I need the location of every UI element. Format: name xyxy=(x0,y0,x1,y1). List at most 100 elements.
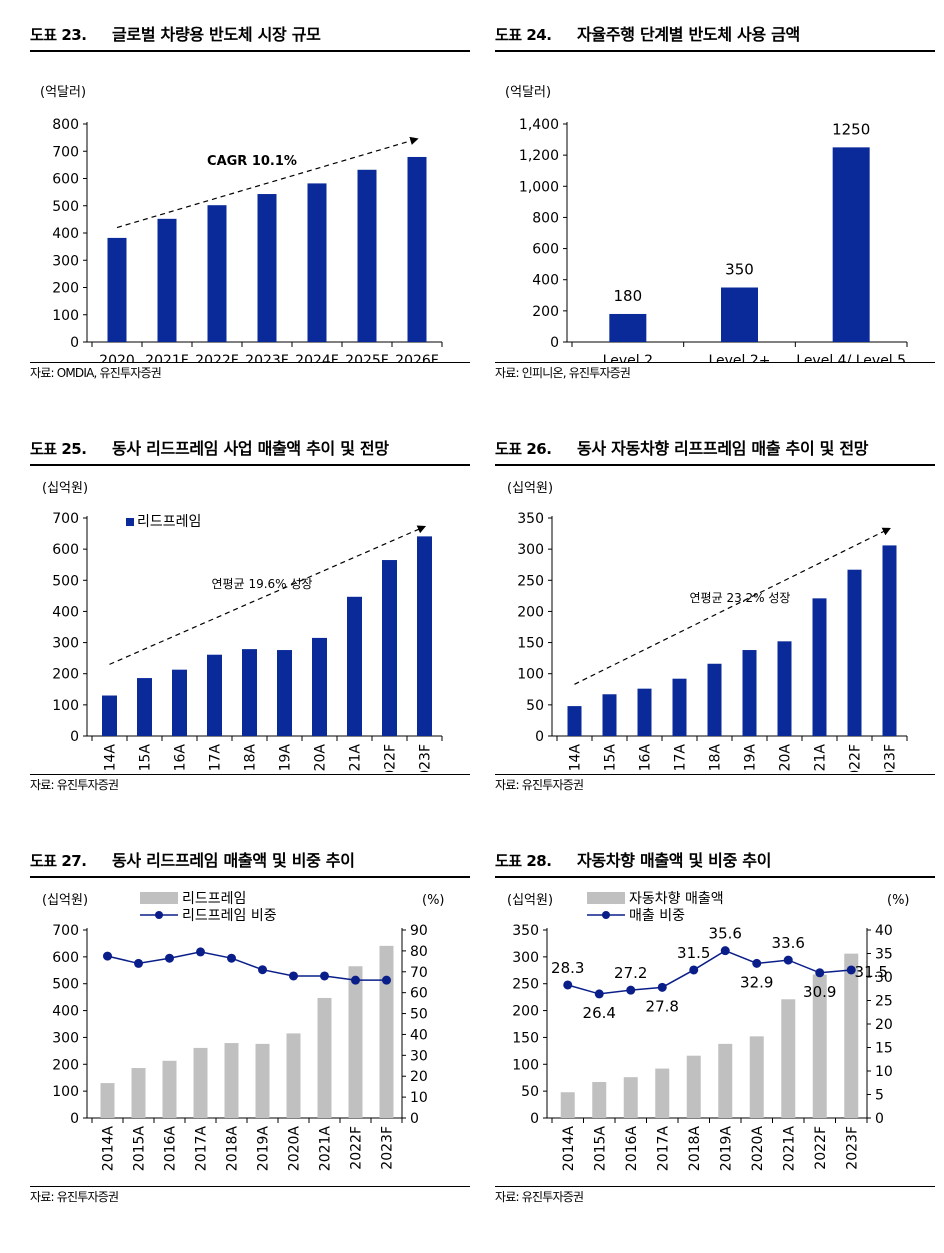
y-tick-label: 350 xyxy=(517,511,544,527)
bar xyxy=(317,997,332,1118)
share-point xyxy=(563,980,573,990)
share-point xyxy=(720,946,730,956)
x-tick-label: 2022F xyxy=(383,744,399,772)
bar xyxy=(637,688,652,736)
share-point xyxy=(134,958,143,968)
y-tick-label: 400 xyxy=(52,1004,79,1020)
x-tick-label: 2018A xyxy=(708,744,724,772)
figure-25: 도표 25. 동사 리드프레임 사업 매출액 추이 및 전망 (십억원) 0 100 2… xyxy=(30,432,470,832)
figure-title-bar: 도표 23. 글로벌 차량용 반도체 시장 규모 xyxy=(30,18,470,52)
share-point xyxy=(689,965,699,975)
vehicle-semiconductor-market-chart: (억달러) 0 100 200 300 400 500 600 700 800 2020 2021F 2… xyxy=(40,85,443,362)
y2-tick-label: 30 xyxy=(410,1048,428,1064)
share-data-label: 33.6 xyxy=(772,934,805,952)
bar xyxy=(348,966,363,1118)
bar xyxy=(307,183,327,342)
share-point xyxy=(657,982,667,992)
share-data-label: 31.5 xyxy=(855,963,888,981)
y-tick-label: 600 xyxy=(52,950,79,966)
y-tick-label: 500 xyxy=(52,573,79,589)
figure-title: 글로벌 차량용 반도체 시장 규모 xyxy=(112,25,321,44)
y-axis-unit-label: (십억원) xyxy=(42,481,88,496)
share-line xyxy=(567,949,852,995)
bar xyxy=(777,641,792,736)
x-tick-label: 2022F xyxy=(349,1126,365,1170)
share-point xyxy=(165,953,174,963)
y-tick-label: 0 xyxy=(550,335,559,351)
x-tick-label: 2019A xyxy=(256,1126,272,1172)
y-tick-label: 100 xyxy=(512,1057,539,1073)
y-tick-label: 1,400 xyxy=(519,117,559,133)
y-tick-label: 250 xyxy=(512,977,539,993)
bar xyxy=(162,1060,177,1118)
figure-title: 동사 자동차향 리프프레임 매출 추이 및 전망 xyxy=(577,439,869,458)
figure-title-bar: 도표 28. 자동차향 매출액 및 비중 추이 xyxy=(495,844,935,878)
bar xyxy=(255,1043,270,1118)
share-data-label: 27.8 xyxy=(646,997,679,1015)
x-tick-label: 2026F xyxy=(395,353,439,362)
x-tick-label: 2018A xyxy=(243,744,259,772)
figure-title: 동사 리드프레임 사업 매출액 추이 및 전망 xyxy=(112,439,389,458)
y-tick-label: 500 xyxy=(52,199,79,215)
x-tick-label: 2020A xyxy=(778,744,794,772)
figure-title: 자율주행 단계별 반도체 사용 금액 xyxy=(577,25,800,44)
x-tick-label: 2023F xyxy=(245,353,289,362)
y2-tick-label: 50 xyxy=(410,1007,428,1023)
x-tick-label: 2020A xyxy=(313,744,329,772)
bar xyxy=(417,536,432,736)
x-tick-label: 2021A xyxy=(781,1126,797,1172)
y-tick-label: 400 xyxy=(52,226,79,242)
y-tick-label: 350 xyxy=(512,923,539,939)
share-point xyxy=(196,947,205,957)
bar xyxy=(847,569,862,736)
x-tick-label: 2020A xyxy=(287,1126,303,1172)
y2-tick-label: 30 xyxy=(875,970,893,986)
x-tick-label: 2014A xyxy=(561,1126,577,1172)
y2-tick-label: 5 xyxy=(875,1088,884,1104)
bar xyxy=(560,1092,575,1118)
x-tick-label: 2019A xyxy=(278,744,294,772)
legend-label: 리드프레임 비중 xyxy=(182,908,277,924)
bar xyxy=(131,1068,146,1118)
x-tick-label: 2017A xyxy=(655,1126,671,1172)
share-data-label: 31.5 xyxy=(677,944,710,962)
leadframe-revenue-chart: (십억원) 0 100 200 300 400 500 600 700 2014A 2015A 201… xyxy=(42,481,443,772)
bar xyxy=(592,1082,607,1118)
x-tick-label: Level 2 xyxy=(603,353,653,362)
share-point xyxy=(815,968,825,978)
bar xyxy=(749,1036,764,1118)
figure-26: 도표 26. 동사 자동차향 리프프레임 매출 추이 및 전망 (십억원) 0 50 1… xyxy=(495,432,935,832)
x-tick-label: 2014A xyxy=(568,744,584,772)
bar xyxy=(832,147,870,342)
x-tick-label: 2016A xyxy=(624,1126,640,1172)
y2-tick-label: 25 xyxy=(875,994,893,1010)
bar xyxy=(312,637,327,736)
bar xyxy=(742,650,757,736)
y2-tick-label: 60 xyxy=(410,986,428,1002)
x-tick-label: 2015A xyxy=(592,1126,608,1172)
x-tick-label: Level 4/ Level 5 xyxy=(796,353,906,362)
x-tick-label: 2016A xyxy=(638,744,654,772)
x-tick-label: 2023F xyxy=(844,1126,860,1170)
legend-label: 리드프레임 xyxy=(182,891,246,907)
figure-28: 도표 28. 자동차향 매출액 및 비중 추이 (십억원) 0 50 100 150 200… xyxy=(495,844,935,1244)
growth-annotation: CAGR 10.1% xyxy=(207,154,297,169)
y2-tick-label: 40 xyxy=(410,1027,428,1043)
y2-tick-label: 0 xyxy=(410,1111,419,1127)
bar xyxy=(655,1068,670,1118)
share-data-label: 35.6 xyxy=(709,925,742,943)
share-point xyxy=(103,951,112,961)
x-tick-label: 2015A xyxy=(138,744,154,772)
legend-swatch-bar xyxy=(587,892,625,904)
bar xyxy=(207,654,222,736)
trend-arrow xyxy=(116,136,419,229)
y2-tick-label: 10 xyxy=(410,1090,428,1106)
x-tick-label: 2025F xyxy=(345,353,389,362)
bar xyxy=(812,974,827,1118)
bar xyxy=(718,1043,733,1118)
x-tick-label: 2019A xyxy=(743,744,759,772)
bar xyxy=(382,560,397,736)
share-point xyxy=(626,985,636,995)
